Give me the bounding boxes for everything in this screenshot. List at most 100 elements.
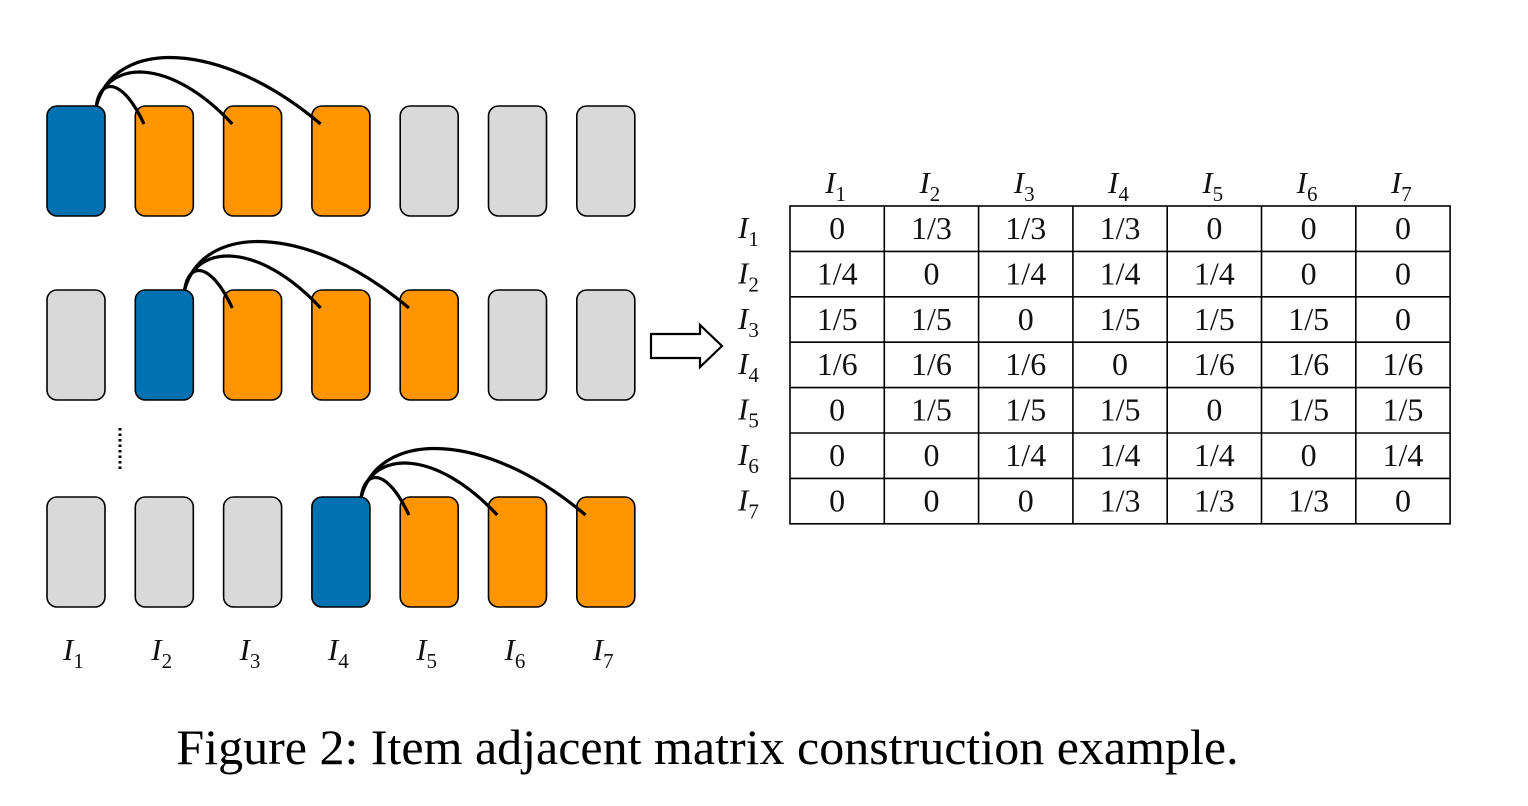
matrix-column-header: I3 xyxy=(1013,165,1035,206)
matrix-cell: 1/5 xyxy=(1005,392,1046,428)
item-label-bottom: I1 xyxy=(62,632,84,673)
matrix-cell: 0 xyxy=(1206,392,1222,428)
matrix-cell: 1/4 xyxy=(1383,437,1424,473)
matrix-cell: 1/6 xyxy=(911,346,952,382)
matrix-cell: 1/4 xyxy=(1100,437,1141,473)
matrix-row-header: I3 xyxy=(737,301,759,342)
matrix-row-header: I7 xyxy=(737,482,759,523)
neighbor-item-block xyxy=(311,289,371,401)
other-item-block xyxy=(46,289,106,401)
item-axis-labels: I1 I2 I3 I4 I5 I6 I7 xyxy=(62,632,614,673)
item-label-bottom: I2 xyxy=(150,632,172,673)
matrix-column-header: I4 xyxy=(1107,165,1129,206)
neighbor-item-block xyxy=(575,496,636,608)
figure-caption: Figure 2: Item adjacent matrix construct… xyxy=(176,719,1239,775)
matrix-cell: 1/5 xyxy=(1383,392,1424,428)
other-item-block xyxy=(222,496,283,608)
sequence-row xyxy=(46,240,636,401)
matrix-cell: 1/3 xyxy=(911,210,952,246)
matrix-cell: 1/6 xyxy=(817,346,858,382)
matrix-cell: 1/4 xyxy=(1100,255,1141,291)
cooccurrence-link xyxy=(183,240,410,310)
matrix-cell: 1/5 xyxy=(911,301,952,337)
neighbor-item-block xyxy=(222,105,283,217)
matrix-cell: 1/6 xyxy=(1194,346,1235,382)
item-label-bottom: I7 xyxy=(592,632,614,673)
matrix-cell: 0 xyxy=(1112,346,1128,382)
matrix-cell: 0 xyxy=(923,482,939,518)
item-label-bottom: I5 xyxy=(415,632,437,673)
item-label-bottom: I6 xyxy=(504,632,526,673)
matrix-cell: 0 xyxy=(923,437,939,473)
matrix-cell: 0 xyxy=(1301,210,1317,246)
matrix-cell: 1/5 xyxy=(1288,392,1329,428)
matrix-cell: 1/5 xyxy=(817,301,858,337)
other-item-block xyxy=(46,496,106,608)
matrix-cell: 1/6 xyxy=(1288,346,1329,382)
item-label-bottom: I4 xyxy=(327,632,349,673)
center-item-block xyxy=(311,496,371,608)
matrix-cell: 1/5 xyxy=(1100,392,1141,428)
other-item-block xyxy=(575,105,636,217)
neighbor-item-block xyxy=(311,105,371,217)
matrix-column-header: I6 xyxy=(1296,165,1318,206)
matrix-row-header: I5 xyxy=(737,392,759,433)
neighbor-item-block xyxy=(134,105,195,217)
other-item-block xyxy=(575,289,636,401)
other-item-block xyxy=(399,105,460,217)
hollow-arrow-icon xyxy=(649,322,724,370)
matrix-cell: 0 xyxy=(829,437,845,473)
matrix-cell: 1/3 xyxy=(1005,210,1046,246)
matrix-row-header: I2 xyxy=(737,255,759,296)
sequence-row xyxy=(46,56,636,217)
other-item-block xyxy=(134,496,195,608)
matrix-cell: 1/4 xyxy=(817,255,858,291)
center-item-block xyxy=(46,105,106,217)
matrix-cell: 1/6 xyxy=(1383,346,1424,382)
neighbor-item-block xyxy=(399,496,460,608)
matrix-row-header: I4 xyxy=(737,346,759,387)
matrix-cell: 1/3 xyxy=(1288,482,1329,518)
matrix-cell: 0 xyxy=(1018,482,1034,518)
matrix-row-header: I1 xyxy=(737,210,759,251)
matrix-cell: 1/4 xyxy=(1194,437,1235,473)
sequence-row xyxy=(46,447,636,608)
neighbor-item-block xyxy=(222,289,283,401)
item-label-bottom: I3 xyxy=(239,632,261,673)
matrix-cell: 1/5 xyxy=(1100,301,1141,337)
matrix-cell: 0 xyxy=(1018,301,1034,337)
matrix-column-header: I2 xyxy=(918,165,940,206)
matrix-cell: 1/3 xyxy=(1100,482,1141,518)
matrix-cell: 0 xyxy=(1395,210,1411,246)
matrix-cell: 1/4 xyxy=(1194,255,1235,291)
matrix-cell: 0 xyxy=(1395,255,1411,291)
matrix-cell: 1/5 xyxy=(1194,301,1235,337)
other-item-block xyxy=(487,289,548,401)
matrix-cell: 1/5 xyxy=(1288,301,1329,337)
matrix-cell: 0 xyxy=(1206,210,1222,246)
matrix-cell: 1/5 xyxy=(911,392,952,428)
matrix-column-header: I5 xyxy=(1201,165,1223,206)
cooccurrence-link xyxy=(94,56,322,126)
other-item-block xyxy=(487,105,548,217)
matrix-cell: 0 xyxy=(1301,437,1317,473)
matrix-cell: 1/3 xyxy=(1100,210,1141,246)
matrix-cell: 1/4 xyxy=(1005,255,1046,291)
neighbor-item-block xyxy=(399,289,460,401)
matrix-cell: 1/6 xyxy=(1005,346,1046,382)
matrix-cell: 0 xyxy=(923,255,939,291)
matrix-column-header: I7 xyxy=(1390,165,1412,206)
matrix-cell: 0 xyxy=(829,482,845,518)
center-item-block xyxy=(134,289,195,401)
matrix-cell: 1/3 xyxy=(1194,482,1235,518)
matrix-cell: 1/4 xyxy=(1005,437,1046,473)
cooccurrence-link xyxy=(359,447,587,517)
matrix-border xyxy=(789,205,1451,525)
item-sequences xyxy=(46,56,636,608)
matrix-cell: 0 xyxy=(829,392,845,428)
matrix-cell: 0 xyxy=(1395,482,1411,518)
neighbor-item-block xyxy=(487,496,548,608)
matrix-cell: 0 xyxy=(1301,255,1317,291)
